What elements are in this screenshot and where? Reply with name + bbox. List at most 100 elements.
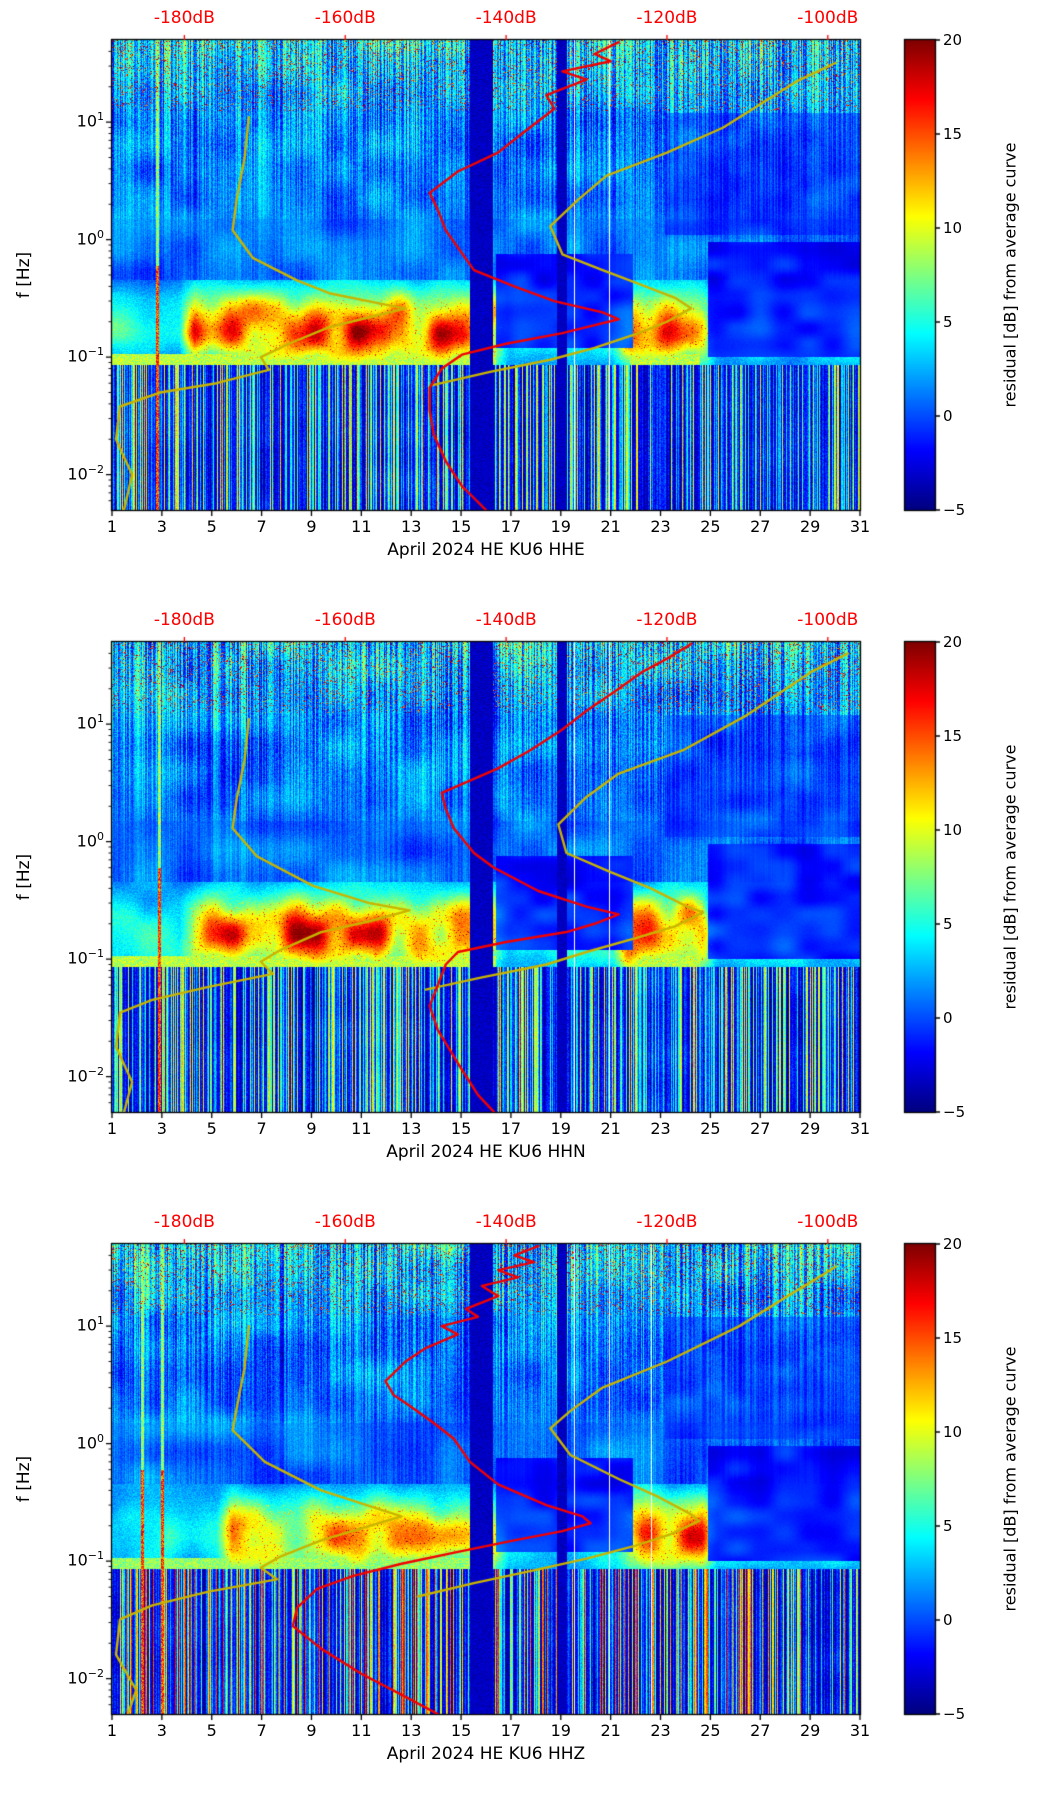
- x-tick-label: 29: [799, 1721, 821, 1740]
- y-tick-exponent: 0: [97, 829, 104, 843]
- x-tick-label: 21: [600, 517, 621, 536]
- x-tick-label: 11: [351, 1721, 372, 1740]
- y-axis-label: f [Hz]: [14, 1455, 34, 1503]
- colorbar-tick-label: 10: [943, 821, 963, 839]
- colorbar-tick-label: 10: [943, 219, 963, 237]
- x-tick-label: 13: [401, 1119, 422, 1138]
- x-tick-label: 31: [849, 1119, 871, 1138]
- x-tick-label: 31: [849, 1721, 871, 1740]
- y-tick-label: 10−1: [67, 345, 104, 366]
- top-axis-db-label: -120dB: [636, 8, 698, 28]
- x-tick-label: 29: [799, 1119, 821, 1138]
- x-tick-label: 9: [306, 1119, 317, 1138]
- x-axis-label: April 2024 HE KU6 HHZ: [386, 1744, 586, 1764]
- x-tick-label: 23: [650, 1119, 671, 1138]
- x-tick-label: 3: [156, 1119, 167, 1138]
- x-tick-label: 15: [450, 1119, 472, 1138]
- top-axis-db-label: -140dB: [475, 610, 537, 630]
- y-tick-exponent: −2: [87, 462, 104, 476]
- x-tick-label: 7: [256, 1119, 267, 1138]
- y-tick-label: 10−2: [67, 1666, 104, 1687]
- x-tick-label: 9: [306, 517, 317, 536]
- y-tick-exponent: 1: [97, 1314, 104, 1328]
- top-axis-db-label: -180dB: [153, 610, 215, 630]
- y-tick-exponent: 0: [97, 227, 104, 241]
- x-tick-label: 15: [450, 517, 472, 536]
- y-tick-label: 101: [76, 712, 104, 733]
- y-tick-label: 10−1: [67, 1549, 104, 1570]
- x-tick-label: 13: [401, 517, 422, 536]
- x-tick-label: 7: [256, 1721, 267, 1740]
- x-tick-label: 13: [401, 1721, 422, 1740]
- top-axis-db-label: -160dB: [314, 610, 376, 630]
- spectrogram-panel-hhn: -180dB -160dB -140dB -120dB -100dB f [Hz] Ap…: [0, 602, 1052, 1204]
- colorbar-tick-label: 5: [943, 1517, 953, 1535]
- x-tick-label: 11: [351, 517, 372, 536]
- x-tick-label: 21: [600, 1721, 621, 1740]
- top-axis-db-label: -120dB: [636, 610, 698, 630]
- colorbar-tick-label: −5: [943, 501, 966, 519]
- y-tick-label: 10−2: [67, 1064, 104, 1085]
- y-tick-label: 101: [76, 110, 104, 131]
- colorbar-tick-label: 0: [943, 1611, 953, 1629]
- x-tick-label: 17: [500, 1721, 522, 1740]
- x-tick-label: 29: [799, 517, 821, 536]
- x-tick-label: 19: [550, 1119, 571, 1138]
- top-axis-db-label: -100dB: [797, 610, 859, 630]
- colorbar-label: residual [dB] from average curve: [1000, 1346, 1020, 1612]
- x-tick-label: 5: [206, 1721, 217, 1740]
- spectrogram-heatmap-canvas-hhz: [0, 1204, 1052, 1806]
- spectrogram-panel-hhe: -180dB -160dB -140dB -120dB -100dB f [Hz] Ap…: [0, 0, 1052, 602]
- colorbar-tick-label: 15: [943, 125, 963, 143]
- x-tick-label: 19: [550, 517, 571, 536]
- y-tick-label: 100: [76, 829, 104, 850]
- x-tick-label: 25: [700, 517, 721, 536]
- colorbar-label: residual [dB] from average curve: [1000, 744, 1020, 1010]
- x-tick-label: 21: [600, 1119, 621, 1138]
- x-tick-label: 27: [750, 1119, 771, 1138]
- x-tick-label: 5: [206, 1119, 217, 1138]
- colorbar-label: residual [dB] from average curve: [1000, 142, 1020, 408]
- x-tick-label: 19: [550, 1721, 571, 1740]
- top-axis-db-label: -140dB: [475, 1212, 537, 1232]
- top-axis-db-label: -140dB: [475, 8, 537, 28]
- x-axis-label: April 2024 HE KU6 HHE: [387, 540, 585, 560]
- top-axis-db-label: -160dB: [314, 1212, 376, 1232]
- x-tick-label: 1: [106, 517, 118, 536]
- top-axis-db-label: -100dB: [797, 8, 859, 28]
- y-tick-exponent: 1: [97, 110, 104, 124]
- colorbar-tick-label: 20: [943, 31, 963, 49]
- y-tick-label: 100: [76, 1431, 104, 1452]
- colorbar-tick-label: 20: [943, 633, 963, 651]
- y-axis-label: f [Hz]: [14, 853, 34, 901]
- y-tick-exponent: −1: [87, 947, 104, 961]
- y-tick-label: 10−1: [67, 947, 104, 968]
- colorbar-tick-label: 0: [943, 407, 953, 425]
- x-tick-label: 5: [206, 517, 217, 536]
- x-tick-label: 15: [450, 1721, 472, 1740]
- y-tick-label: 100: [76, 227, 104, 248]
- y-tick-exponent: −1: [87, 345, 104, 359]
- colorbar-tick-label: 5: [943, 313, 953, 331]
- x-axis-label: April 2024 HE KU6 HHN: [386, 1142, 586, 1162]
- colorbar-tick-label: 5: [943, 915, 953, 933]
- x-tick-label: 17: [500, 1119, 522, 1138]
- top-axis-db-label: -100dB: [797, 1212, 859, 1232]
- colorbar-tick-label: −5: [943, 1103, 966, 1121]
- y-tick-exponent: 1: [97, 712, 104, 726]
- colorbar-tick-label: 20: [943, 1235, 963, 1253]
- x-tick-label: 27: [750, 1721, 771, 1740]
- spectrogram-heatmap-canvas-hhe: [0, 0, 1052, 602]
- y-tick-exponent: −2: [87, 1064, 104, 1078]
- x-tick-label: 7: [256, 517, 267, 536]
- x-tick-label: 3: [156, 517, 167, 536]
- x-tick-label: 25: [700, 1721, 721, 1740]
- x-tick-label: 17: [500, 517, 522, 536]
- x-tick-label: 9: [306, 1721, 317, 1740]
- x-tick-label: 1: [106, 1119, 118, 1138]
- spectrogram-panel-hhz: -180dB -160dB -140dB -120dB -100dB f [Hz] Ap…: [0, 1204, 1052, 1806]
- x-tick-label: 23: [650, 1721, 671, 1740]
- colorbar-tick-label: 10: [943, 1423, 963, 1441]
- y-tick-exponent: −1: [87, 1549, 104, 1563]
